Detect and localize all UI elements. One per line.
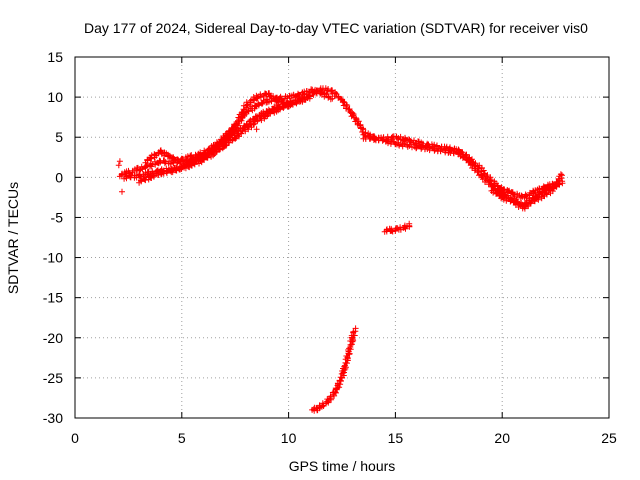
- x-tick-label: 5: [178, 430, 186, 446]
- y-tick-label: 10: [47, 89, 63, 105]
- tick-labels: 0 5 10 15 20 25 -30 -25 -20 -15 -10 -5 0 5 10 15: [43, 49, 617, 446]
- series-outliers: [115, 126, 260, 195]
- y-tick-label: 15: [47, 49, 63, 65]
- x-tick-label: 20: [494, 430, 510, 446]
- series-arc-main-4: [142, 90, 292, 167]
- series-arc-late-2: [360, 129, 560, 210]
- y-tick-label: -30: [43, 410, 63, 426]
- y-tick-label: -25: [43, 370, 63, 386]
- x-tick-label: 10: [281, 430, 297, 446]
- y-tick-label: -15: [43, 290, 63, 306]
- y-tick-label: 0: [55, 169, 63, 185]
- x-axis-label: GPS time / hours: [289, 458, 396, 474]
- series-arc-late-3: [488, 178, 566, 212]
- series-arc-low: [309, 325, 359, 414]
- y-tick-label: -10: [43, 250, 63, 266]
- ticks: [74, 56, 610, 419]
- y-tick-label: -20: [43, 330, 63, 346]
- data-points: [360, 129, 560, 210]
- data-points: [309, 325, 359, 414]
- y-axis-label: SDTVAR / TECUs: [5, 182, 21, 294]
- x-tick-label: 15: [388, 430, 404, 446]
- plot-frame: [74, 56, 610, 419]
- y-tick-label: 5: [55, 129, 63, 145]
- data-points: [115, 126, 260, 195]
- series-arc-short: [381, 220, 413, 235]
- grid: [75, 57, 609, 418]
- data-layer: [115, 85, 566, 414]
- x-tick-label: 25: [601, 430, 617, 446]
- data-points: [381, 220, 413, 235]
- data-points: [488, 178, 566, 212]
- y-tick-label: -5: [51, 209, 64, 225]
- x-tick-label: 0: [71, 430, 79, 446]
- data-points: [142, 90, 292, 167]
- chart-title: Day 177 of 2024, Sidereal Day-to-day VTE…: [84, 20, 588, 36]
